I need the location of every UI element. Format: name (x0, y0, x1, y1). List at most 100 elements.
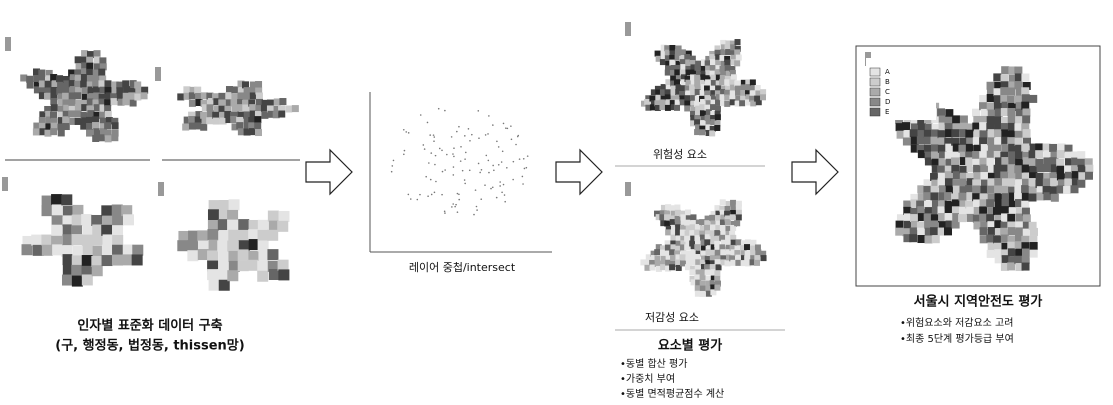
point (492, 124, 494, 126)
map-cell (207, 250, 218, 261)
map-cell (1022, 94, 1030, 102)
map-cell (931, 144, 939, 152)
point (478, 163, 480, 165)
map-cell (42, 196, 53, 207)
point (496, 197, 498, 199)
map-cell (112, 122, 119, 129)
point (487, 133, 489, 135)
map-cell (694, 65, 700, 71)
point (435, 181, 437, 183)
point (452, 153, 454, 155)
map-cell (684, 54, 690, 60)
map-cell (72, 276, 83, 287)
map-cell (951, 129, 959, 137)
map-cell (987, 137, 995, 145)
map-cell (72, 215, 83, 226)
arrow (792, 150, 838, 194)
map-cell (939, 185, 947, 193)
map-cell (1007, 96, 1015, 104)
map-cell (931, 151, 939, 159)
map-cell (227, 210, 238, 221)
point (408, 132, 410, 134)
point (462, 170, 464, 172)
bullet: •위험요소와 저감요소 고려 (900, 316, 1013, 329)
map-cell (1085, 172, 1093, 180)
map-cell (1000, 171, 1008, 179)
map-cell (694, 274, 700, 280)
map-cell (704, 264, 710, 270)
map-cell (98, 80, 105, 87)
map-cell (258, 220, 269, 231)
map-cell (973, 172, 981, 180)
map-cell (715, 259, 721, 265)
map-cell (188, 116, 195, 123)
point (488, 115, 490, 117)
map-cell (966, 144, 974, 152)
point (479, 172, 481, 174)
map-cell (1008, 248, 1016, 256)
map-cell (720, 249, 726, 255)
point (441, 194, 443, 196)
map-cell (694, 254, 700, 260)
map-cell (1023, 214, 1031, 222)
map-cell (92, 235, 103, 246)
map-cell (945, 178, 953, 186)
map-cell (1007, 178, 1015, 186)
map-cell (86, 57, 93, 64)
bullet: •동별 합산 평가 (620, 358, 687, 370)
map-cell (1065, 145, 1073, 153)
map-cell (257, 261, 268, 272)
map-cell (194, 87, 201, 94)
map-cell (261, 112, 268, 119)
point (468, 128, 470, 130)
map-cell (44, 93, 51, 100)
map-cell (218, 250, 229, 261)
map-cell (700, 250, 706, 256)
map-cell (730, 214, 736, 220)
map-cell (993, 207, 1001, 215)
map-cell (227, 241, 238, 252)
point (433, 134, 435, 136)
map-cell (650, 265, 656, 271)
point (430, 152, 432, 154)
map-cell (1056, 159, 1064, 167)
map-cell (130, 100, 137, 107)
point (498, 164, 500, 166)
stage2-label: 레이어 중첩/intersect (409, 261, 516, 274)
map-cell (710, 75, 716, 81)
map-cell (669, 264, 675, 270)
map-cell (654, 249, 660, 255)
point (464, 135, 466, 137)
map-cell (1007, 164, 1015, 172)
map-cell (958, 193, 966, 201)
map-cell (993, 235, 1001, 243)
map-cell (278, 111, 285, 118)
map-cell (86, 117, 93, 124)
point (431, 194, 433, 196)
map-cell (986, 235, 994, 243)
map-cell (938, 178, 946, 186)
point (428, 162, 430, 164)
map-cell (52, 204, 63, 215)
map-cell (917, 136, 925, 144)
map-cell (1043, 164, 1051, 172)
map-cell (1001, 206, 1009, 214)
map-cell (1015, 116, 1023, 124)
map-cell (1008, 227, 1016, 235)
map-cell (735, 39, 741, 45)
map-cell (1007, 214, 1015, 222)
map-cell (685, 209, 691, 215)
map-cell (734, 49, 740, 55)
map-cell (93, 86, 100, 93)
map-cell (105, 111, 112, 118)
map-cell (1001, 66, 1009, 74)
point (484, 184, 486, 186)
map-cell (715, 250, 721, 256)
map-cell (197, 230, 208, 241)
map-cell (112, 255, 123, 266)
map-cell (249, 104, 256, 111)
map-cell (735, 255, 741, 261)
map-cell (909, 234, 917, 242)
map-cell (62, 275, 73, 286)
map-cell (1051, 194, 1059, 202)
